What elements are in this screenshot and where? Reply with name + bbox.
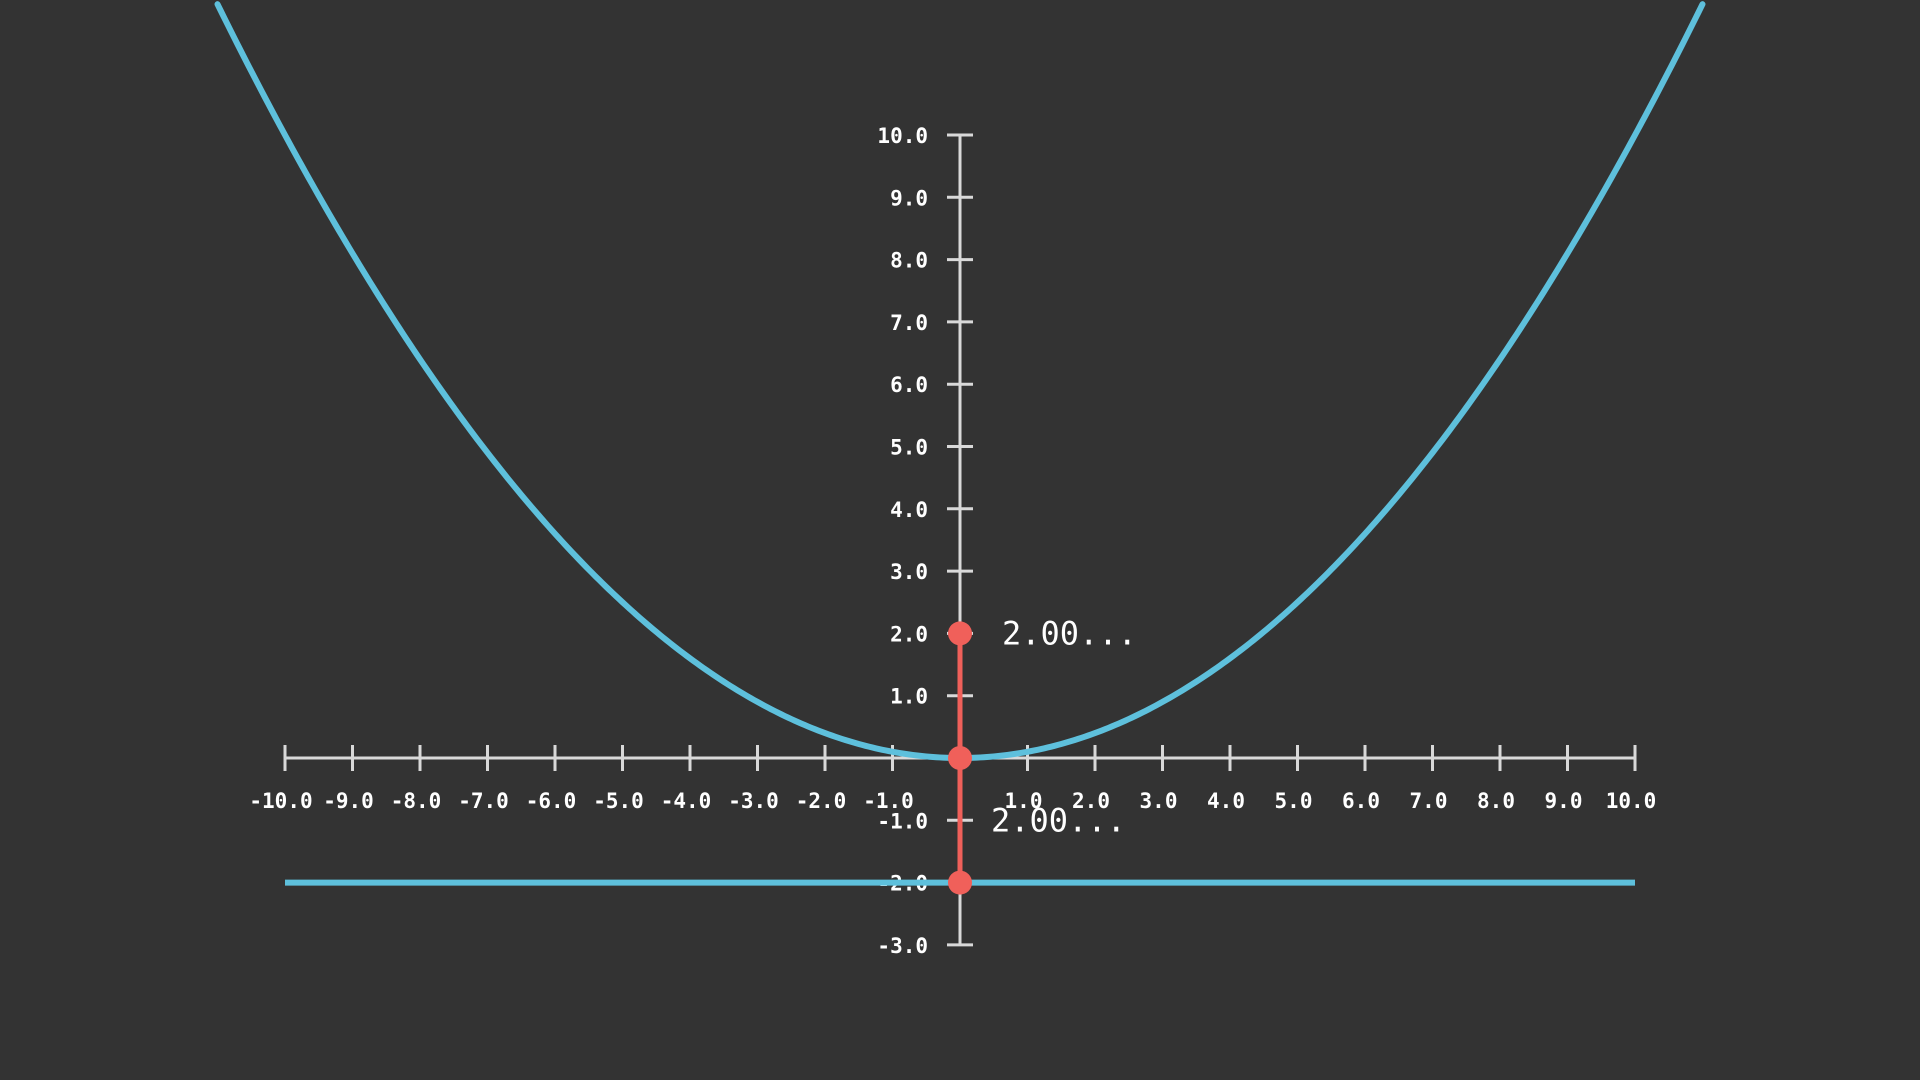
x-tick-label: 1.0 (1005, 789, 1043, 813)
x-tick-label: -8.0 (391, 789, 442, 813)
x-tick-label: 8.0 (1477, 789, 1515, 813)
y-tick-label: 9.0 (890, 186, 928, 210)
directrix-foot-point[interactable] (948, 870, 972, 895)
vertex-point[interactable] (948, 746, 972, 770)
directrix-distance-label: 2.00... (991, 801, 1126, 839)
y-tick-label: 2.0 (890, 622, 928, 646)
axes-group: -10.0 -9.0 -8.0 -7.0 -6.0 -5.0 -4.0 -3.0 -2.0 -1.… (249, 124, 1656, 958)
focus-point[interactable] (948, 621, 972, 646)
y-tick-label: 7.0 (890, 311, 928, 335)
x-tick-label: -4.0 (661, 789, 712, 813)
x-tick-label: 9.0 (1545, 789, 1583, 813)
x-tick-label: 6.0 (1342, 789, 1380, 813)
focus-distance-label: 2.00... (1002, 614, 1137, 652)
x-tick-label: 5.0 (1275, 789, 1313, 813)
x-tick-label: -6.0 (526, 789, 577, 813)
x-tick-label: 3.0 (1140, 789, 1178, 813)
x-tick-label: -1.0 (863, 789, 914, 813)
x-tick-label: 10.0 (1606, 789, 1657, 813)
x-tick-label: 2.0 (1072, 789, 1110, 813)
x-tick-label: -9.0 (323, 789, 374, 813)
y-tick-label: 8.0 (890, 249, 928, 273)
y-tick-label: -1.0 (877, 809, 928, 833)
y-tick-label: 4.0 (890, 498, 928, 522)
y-tick-label: -3.0 (877, 934, 928, 958)
y-tick-label: 5.0 (890, 436, 928, 460)
y-tick-label: 3.0 (890, 560, 928, 584)
x-tick-label: -3.0 (728, 789, 779, 813)
y-tick-label: 6.0 (890, 373, 928, 397)
y-tick-label: 1.0 (890, 685, 928, 709)
x-tick-label: -2.0 (796, 789, 847, 813)
x-tick-label: -10.0 (249, 789, 312, 813)
x-axis-ticks: -10.0 -9.0 -8.0 -7.0 -6.0 -5.0 -4.0 -3.0 -2.0 -1.… (249, 745, 1656, 813)
x-tick-label: -7.0 (458, 789, 509, 813)
x-tick-label: 7.0 (1410, 789, 1448, 813)
y-tick-label: 10.0 (877, 124, 928, 148)
x-tick-label: 4.0 (1207, 789, 1245, 813)
x-tick-label: -5.0 (593, 789, 644, 813)
